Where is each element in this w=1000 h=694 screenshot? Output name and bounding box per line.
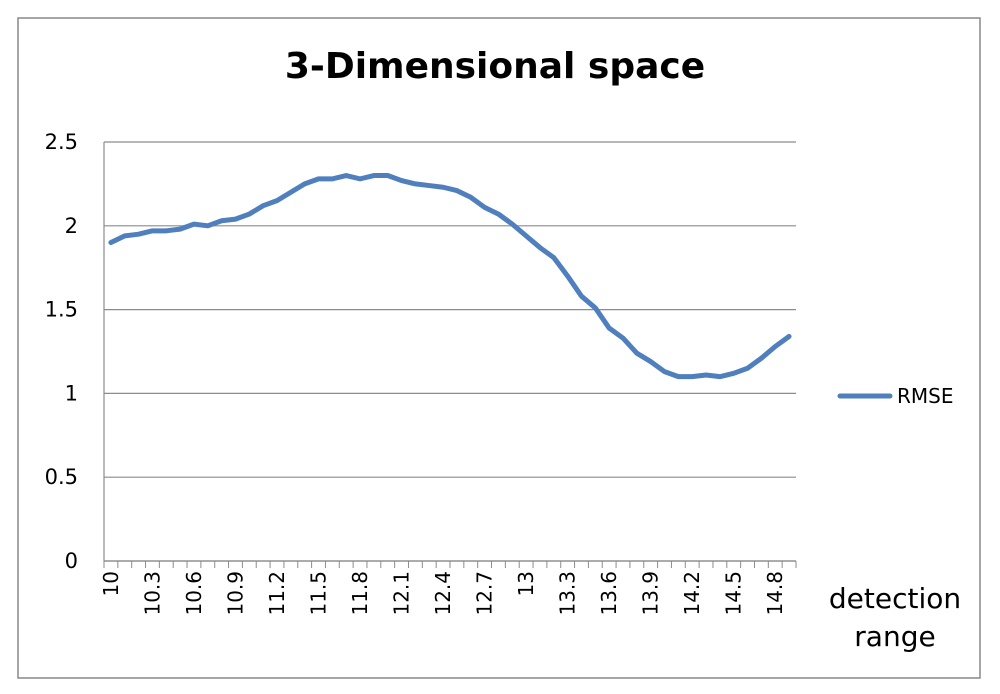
x-tick-label: 14.2 <box>680 571 704 616</box>
chart-title: 3-Dimensional space <box>285 46 705 87</box>
x-tick-label: 11.2 <box>265 571 289 616</box>
x-tick-label: 13.6 <box>597 571 621 616</box>
x-tick-label: 10.6 <box>182 571 206 616</box>
legend-label: RMSE <box>897 384 953 408</box>
x-tick-label: 10.9 <box>223 571 247 616</box>
x-tick-label: 13 <box>514 571 538 596</box>
x-tick-label: 12.7 <box>473 571 497 616</box>
y-tick-label: 1.5 <box>45 298 78 322</box>
x-tick-label: 11.5 <box>307 571 331 616</box>
x-tick-label: 10.3 <box>140 571 164 616</box>
x-tick-label: 14.5 <box>722 571 746 616</box>
y-tick-label: 0 <box>65 549 78 573</box>
y-tick-label: 1 <box>65 381 78 405</box>
x-tick-label: 14.8 <box>763 571 787 616</box>
x-tick-label: 13.3 <box>556 571 580 616</box>
x-tick-label: 13.9 <box>639 571 663 616</box>
y-tick-label: 2.5 <box>45 130 78 154</box>
x-tick-label: 10 <box>99 571 123 596</box>
x-tick-label: 11.8 <box>348 571 372 616</box>
line <box>108 173 792 380</box>
y-tick-label: 0.5 <box>45 465 78 489</box>
x-axis-label: detection range <box>828 582 962 653</box>
y-tick-label: 2 <box>65 214 78 238</box>
chart-frame <box>17 17 981 679</box>
x-tick-label: 12.4 <box>431 571 455 616</box>
x-tick-label: 12.1 <box>390 571 414 616</box>
